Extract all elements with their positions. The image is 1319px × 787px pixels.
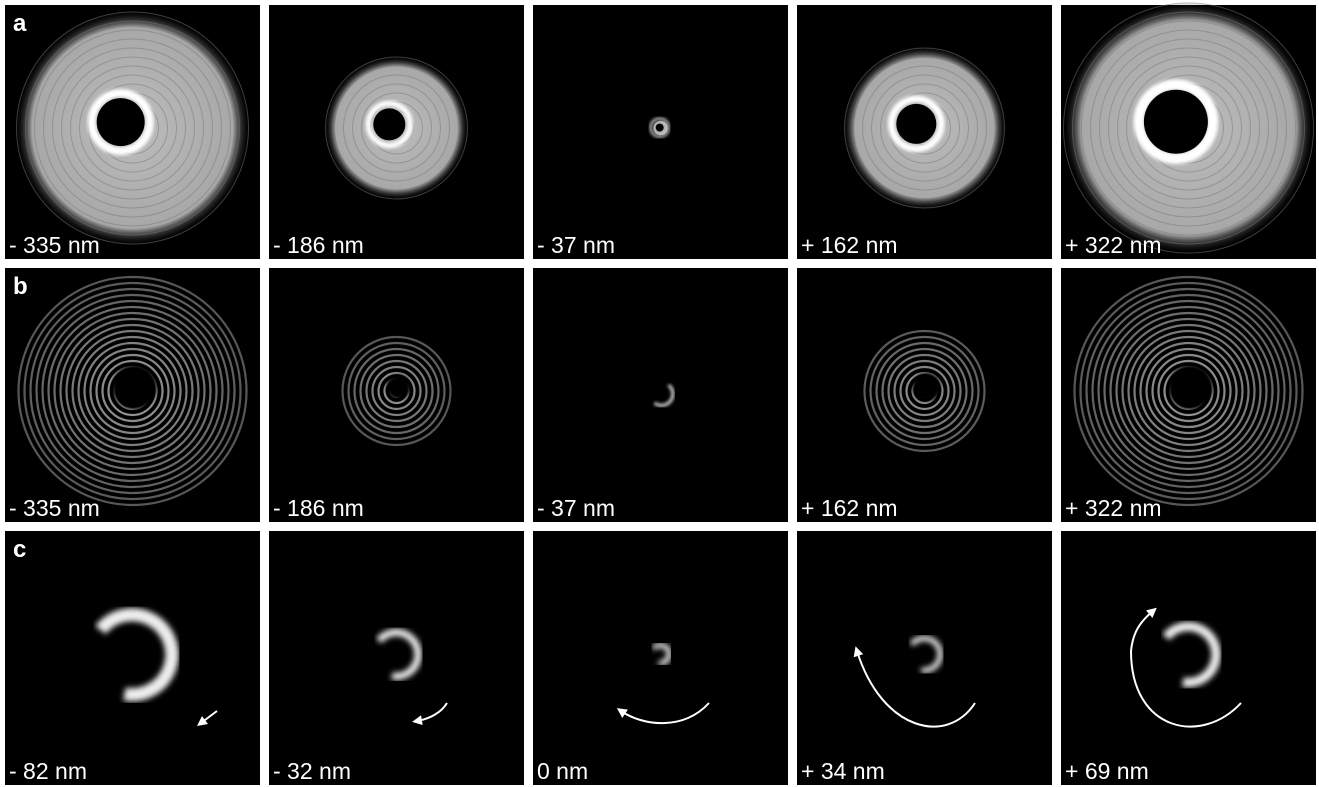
image-tile: + 322 nm — [1061, 268, 1316, 522]
image-tile: + 69 nm — [1061, 531, 1316, 785]
image-tile: + 322 nm — [1061, 2, 1316, 259]
panel-label: c — [13, 536, 26, 563]
image-tile: - 37 nm — [533, 5, 788, 259]
caption: - 32 nm — [273, 758, 351, 784]
caption: + 34 nm — [801, 758, 885, 784]
caption: 0 nm — [537, 758, 588, 784]
core-hole — [656, 124, 664, 132]
image-tile: - 186 nm — [269, 268, 524, 522]
caption: - 335 nm — [9, 495, 100, 521]
image-tile: + 34 nm — [797, 531, 1052, 785]
core-hole — [97, 98, 145, 146]
tile-background — [1061, 531, 1316, 785]
image-tile: - 82 nm — [5, 531, 260, 785]
caption: - 82 nm — [9, 758, 87, 784]
image-tile: - 335 nm — [5, 268, 260, 522]
tile-background — [269, 531, 524, 785]
image-tile: - 186 nm — [269, 5, 524, 259]
caption: + 162 nm — [801, 495, 898, 521]
caption: + 162 nm — [801, 232, 898, 258]
caption: + 69 nm — [1065, 758, 1149, 784]
caption: - 335 nm — [9, 232, 100, 258]
image-tile: 0 nm — [533, 531, 788, 785]
caption: + 322 nm — [1065, 495, 1162, 521]
figure: - 335 nm - 186 nm - 37 nm + 162 nm + 322 nm a… — [0, 0, 1319, 787]
tile-background — [797, 531, 1052, 785]
core-hole — [1169, 365, 1213, 409]
panel-label: b — [13, 273, 28, 300]
caption: - 37 nm — [537, 495, 615, 521]
caption: + 322 nm — [1065, 232, 1162, 258]
core-hole — [113, 365, 157, 409]
tile-background — [533, 268, 788, 522]
core-hole — [387, 375, 411, 399]
caption: - 186 nm — [273, 232, 364, 258]
panel-label: a — [13, 10, 27, 37]
caption: - 37 nm — [537, 232, 615, 258]
image-tile: + 162 nm — [797, 268, 1052, 522]
image-tile: - 37 nm — [533, 268, 788, 522]
image-tile: + 162 nm — [797, 5, 1052, 259]
core-hole — [913, 373, 941, 401]
tile-background — [533, 531, 788, 785]
image-tile: - 335 nm — [5, 5, 260, 259]
core-hole — [1144, 90, 1208, 154]
caption: - 186 nm — [273, 495, 364, 521]
core-hole — [896, 104, 936, 144]
tile-background — [5, 531, 260, 785]
image-tile: - 32 nm — [269, 531, 524, 785]
core-hole — [373, 108, 405, 140]
